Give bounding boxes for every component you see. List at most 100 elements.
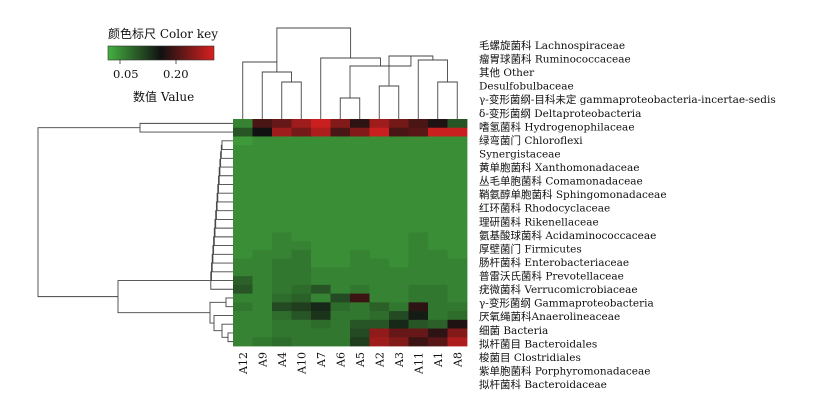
heatmap-cell [428, 127, 448, 137]
heatmap-cell [447, 249, 468, 260]
heatmap-cell [447, 328, 468, 338]
heatmap-cell [311, 232, 331, 242]
heatmap-cell [350, 232, 370, 242]
heatmap-cell [369, 293, 390, 303]
heatmap-cell [428, 284, 448, 295]
heatmap-cell [350, 302, 370, 312]
heatmap-cell [369, 223, 390, 233]
heatmap-cell [408, 284, 429, 295]
heatmap-cell [291, 302, 312, 312]
heatmap-cell [428, 249, 448, 260]
row-label: 肠杆菌科 Enterobacteriaceae [479, 256, 629, 269]
heatmap-cell [389, 145, 409, 155]
color-key-gradient [107, 45, 215, 61]
heatmap-cell [350, 249, 370, 260]
heatmap-cell [330, 223, 351, 233]
heatmap-cell [389, 180, 409, 190]
heatmap-cell [233, 171, 253, 181]
row-label: 绿弯菌门 Chloroflexi [479, 134, 583, 147]
heatmap-cell [330, 153, 351, 164]
heatmap-cell [389, 328, 409, 338]
heatmap-cell [428, 206, 448, 216]
column-labels: A12 A9 A4 A10 A7 A6 A5 A2 A3 A11 A1 A8 [237, 352, 465, 375]
row-label: 普雷沃氏菌科 Prevotellaceae [479, 270, 624, 283]
heatmap-cell [408, 162, 429, 172]
heatmap-cell [447, 311, 468, 321]
heatmap-cell [389, 241, 409, 251]
heatmap-cell [369, 145, 390, 155]
heatmap-cell [233, 153, 253, 164]
heatmap-cell [291, 223, 312, 233]
heatmap-cell [369, 319, 390, 329]
heatmap-cell [291, 284, 312, 295]
heatmap-cell [447, 319, 468, 329]
heatmap-cell [428, 180, 448, 190]
heatmap-cell [447, 337, 468, 347]
heatmap-cell [272, 249, 292, 260]
dendrogram-root [276, 27, 352, 62]
heatmap-cell [291, 328, 312, 338]
heatmap-cell [252, 162, 273, 172]
heatmap-cell [447, 258, 468, 268]
heatmap-cell [272, 311, 292, 321]
heatmap-cell [330, 136, 351, 146]
heatmap-cell [408, 197, 429, 207]
heatmap-cell [330, 258, 351, 268]
heatmap-cell [311, 258, 331, 268]
heatmap-cell [408, 171, 429, 181]
heatmap-cell [233, 162, 253, 172]
heatmap-cell [369, 328, 390, 338]
heatmap-cell [272, 127, 292, 137]
heatmap-cell [408, 337, 429, 347]
heatmap-cell [330, 311, 351, 321]
heatmap-cell [408, 232, 429, 242]
heatmap-cell [350, 293, 370, 303]
heatmap-cell [291, 188, 312, 198]
dendrogram-branch [417, 59, 448, 119]
heatmap-cell [350, 276, 370, 286]
heatmap-cell [428, 197, 448, 207]
heatmap-cell [408, 145, 429, 155]
heatmap-cell [350, 180, 370, 190]
heatmap-cell [311, 188, 331, 198]
heatmap-cell [408, 267, 429, 277]
dendrogram-branch [139, 122, 233, 133]
heatmap-cell [252, 153, 273, 164]
heatmap-cell [408, 311, 429, 321]
row-label: 红环菌科 Rhodocyclaceae [479, 202, 610, 215]
heatmap-cell [330, 319, 351, 329]
heatmap-cell [350, 171, 370, 181]
color-key-title: 颜色标尺 Color key [108, 26, 218, 41]
heatmap-cell [311, 311, 331, 321]
row-label: δ-变形菌纲 Deltaproteobacteria [479, 107, 641, 120]
heatmap-cell [350, 258, 370, 268]
heatmap-cell [428, 232, 448, 242]
heatmap-cell [350, 223, 370, 233]
heatmap-cell [369, 276, 390, 286]
column-label: A9 [256, 352, 269, 368]
heatmap-cell [233, 197, 253, 207]
heatmap-cell [428, 153, 448, 164]
heatmap-cell [389, 162, 409, 172]
heatmap-cell [330, 215, 351, 225]
heatmap-cell [233, 249, 253, 260]
column-label: A6 [334, 352, 347, 368]
dendrogram-branch [221, 323, 233, 338]
heatmap-cell [233, 145, 253, 155]
heatmap-cell [350, 267, 370, 277]
heatmap-cell [389, 319, 409, 329]
dendrogram-root [37, 127, 140, 298]
heatmap-cell [272, 136, 292, 146]
row-label: Synergistaceae [479, 149, 561, 161]
heatmap-cell [233, 127, 253, 137]
heatmap-cell [389, 258, 409, 268]
heatmap-cell [252, 258, 273, 268]
row-label: 梭菌目 Clostridiales [479, 351, 581, 364]
heatmap-cell [330, 241, 351, 251]
dendrogram-branch [213, 314, 233, 332]
heatmap-cell [350, 311, 370, 321]
heatmap-cell [311, 302, 331, 312]
heatmap-cell [233, 276, 253, 286]
heatmap-cell [252, 249, 273, 260]
